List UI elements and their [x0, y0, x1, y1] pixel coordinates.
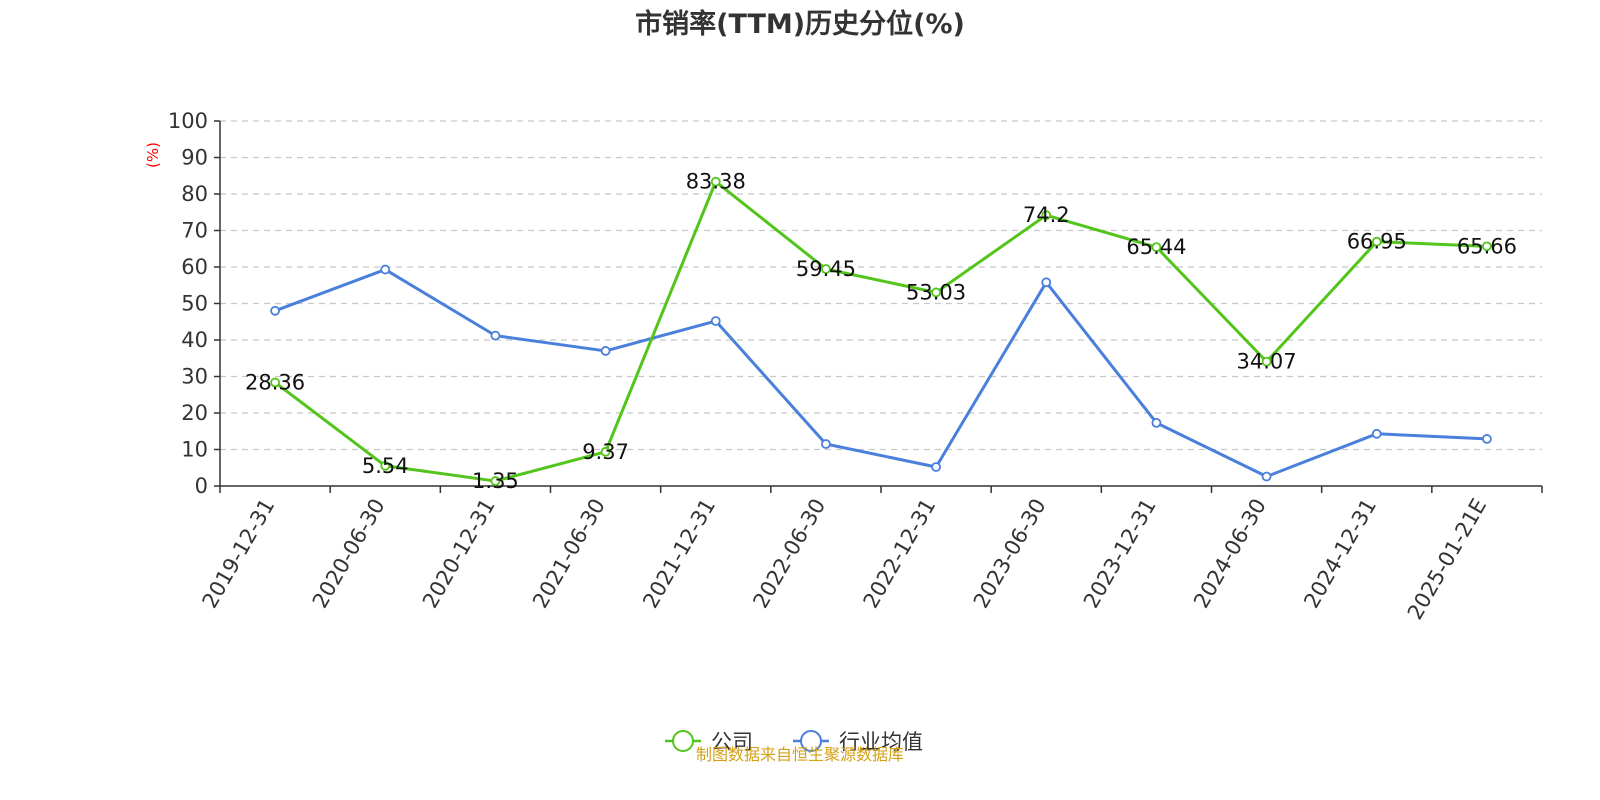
data-label: 9.37 [582, 440, 629, 464]
legend-marker [672, 730, 694, 752]
x-tick-label: 2024-12-31 [1299, 495, 1381, 613]
data-point [931, 462, 941, 472]
y-tick-label: 10 [181, 438, 208, 462]
y-axis-label: (%) [144, 142, 162, 168]
data-point [1371, 236, 1382, 247]
x-tick-label: 2023-06-30 [969, 495, 1051, 613]
data-label: 5.54 [362, 454, 409, 478]
data-point [1151, 417, 1162, 428]
series-line [274, 268, 1487, 479]
series-line [274, 180, 1487, 483]
data-point [1482, 434, 1492, 444]
data-point [490, 330, 501, 341]
legend-label: 公司 [711, 730, 753, 754]
data-point [1041, 277, 1052, 288]
series-0 [270, 176, 1492, 486]
data-point [270, 377, 280, 388]
x-tick-label: 2022-06-30 [748, 495, 830, 613]
x-tick-label: 2020-06-30 [308, 495, 390, 613]
data-label: 28.36 [245, 370, 305, 394]
data-label: 83.38 [686, 170, 746, 194]
legend: 公司 行业均值 [665, 730, 923, 754]
data-label: 65.66 [1457, 234, 1517, 258]
series [270, 176, 1492, 486]
x-tick-label: 2024-06-30 [1189, 495, 1271, 613]
chart-title: 市销率(TTM)历史分位(%) [635, 8, 965, 40]
data-label: 53.03 [906, 280, 966, 304]
data-label: 65.44 [1126, 235, 1186, 259]
data-point [821, 264, 831, 274]
legend-item: 行业均值 [793, 730, 923, 754]
legend-marker [800, 730, 822, 752]
x-tick-label: 2020-12-31 [418, 494, 500, 612]
grid [220, 120, 1542, 451]
data-label: 1.35 [472, 469, 519, 493]
y-tick-label: 20 [181, 401, 208, 425]
data-label: 34.07 [1237, 350, 1297, 374]
data-point [1261, 471, 1272, 482]
data-point [270, 305, 280, 316]
data-point [710, 176, 721, 187]
y-tick-label: 30 [181, 365, 208, 389]
y-tick-label: 90 [181, 146, 208, 170]
y-tick-label: 50 [181, 292, 208, 316]
y-tick-label: 100 [168, 109, 208, 133]
data-point [600, 446, 611, 457]
data-point [490, 476, 501, 486]
x-tick-label: 2025-01-21E [1403, 495, 1491, 624]
legend-label: 行业均值 [839, 730, 923, 754]
data-point [380, 460, 391, 471]
axes: 0 10 20 30 40 50 60 70 80 90 100 2019-12-31 2020-06-… [168, 109, 1543, 624]
x-tick-label: 2021-12-31 [638, 495, 720, 613]
y-tick-label: 0 [195, 474, 208, 498]
data-point [1041, 210, 1052, 221]
x-tick-label: 2019-12-31 [198, 495, 280, 613]
data-point [1371, 428, 1382, 439]
x-tick-label: 2021-06-30 [528, 495, 610, 613]
data-label: 59.45 [796, 257, 856, 281]
data-point [1151, 242, 1162, 253]
data-point [710, 316, 721, 326]
series-1 [270, 264, 1492, 482]
data-point [931, 287, 941, 298]
y-tick-label: 40 [181, 328, 208, 352]
data-label: 74.2 [1023, 203, 1070, 227]
x-tick-label: 2023-12-31 [1079, 495, 1161, 613]
data-label: 66.95 [1347, 230, 1407, 254]
data-point [821, 439, 831, 449]
data-point [600, 346, 611, 356]
data-point [1482, 241, 1492, 252]
legend-item: 公司 [665, 730, 753, 754]
x-tick-label: 2022-12-31 [859, 494, 941, 612]
data-labels: 28.36 5.54 1.35 9.37 83.38 59.45 53.03 74.2 65.4… [245, 170, 1517, 493]
y-tick-label: 60 [181, 255, 208, 279]
data-point [1261, 356, 1272, 367]
data-point [380, 264, 391, 275]
y-tick-label: 70 [181, 219, 208, 243]
y-tick-label: 80 [181, 182, 208, 206]
source-note: 制图数据来自恒生聚源数据库 [696, 745, 904, 764]
